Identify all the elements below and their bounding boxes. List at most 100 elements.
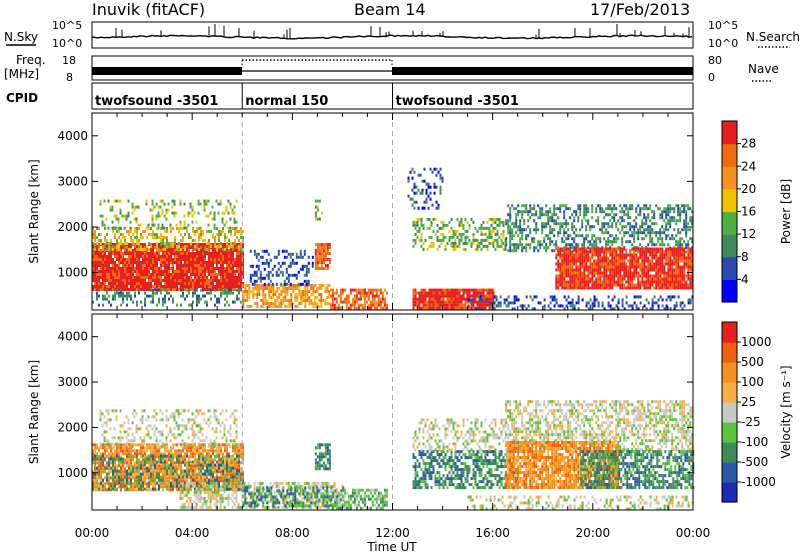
range-gate-cell bbox=[110, 246, 112, 249]
range-gate-cell bbox=[184, 252, 186, 255]
range-gate-cell bbox=[659, 216, 662, 220]
range-gate-cell bbox=[619, 247, 622, 251]
range-gate-cell bbox=[597, 204, 600, 208]
range-gate-cell bbox=[183, 220, 186, 224]
range-gate-cell bbox=[673, 247, 676, 251]
range-gate-cell bbox=[687, 228, 690, 232]
range-gate-cell bbox=[120, 473, 122, 477]
range-gate-cell bbox=[126, 242, 128, 245]
range-gate-cell bbox=[691, 262, 694, 266]
range-gate-cell bbox=[561, 256, 564, 260]
range-gate-cell bbox=[299, 249, 302, 253]
range-gate-cell bbox=[108, 276, 110, 279]
range-gate-cell bbox=[131, 202, 134, 206]
range-gate-cell bbox=[168, 273, 170, 276]
range-gate-cell bbox=[163, 214, 166, 218]
range-gate-cell bbox=[158, 297, 160, 301]
range-gate-cell bbox=[282, 290, 285, 293]
range-gate-cell bbox=[255, 252, 258, 256]
range-gate-cell bbox=[279, 264, 282, 268]
range-gate-cell bbox=[432, 303, 435, 307]
range-gate-cell bbox=[655, 247, 658, 251]
range-gate-cell bbox=[156, 245, 158, 248]
range-gate-cell bbox=[675, 259, 678, 263]
range-gate-cell bbox=[685, 231, 688, 235]
range-gate-cell bbox=[222, 270, 224, 273]
range-gate-cell bbox=[545, 249, 548, 253]
range-gate-cell bbox=[156, 264, 158, 267]
range-gate-cell bbox=[212, 243, 214, 246]
range-gate-cell bbox=[151, 217, 154, 221]
range-gate-cell bbox=[675, 247, 678, 251]
range-gate-cell bbox=[110, 267, 112, 270]
range-gate-cell bbox=[641, 231, 644, 235]
range-gate-cell bbox=[98, 303, 100, 307]
range-gate-cell bbox=[585, 277, 588, 281]
range-gate-cell bbox=[164, 255, 166, 258]
range-gate-cell bbox=[619, 283, 622, 287]
range-gate-cell bbox=[635, 247, 638, 251]
range-gate-cell bbox=[533, 240, 536, 244]
range-gate-cell bbox=[200, 230, 202, 233]
range-gate-cell bbox=[474, 306, 477, 310]
range-gate-cell bbox=[206, 261, 208, 264]
range-gate-cell bbox=[653, 277, 656, 281]
range-gate-cell bbox=[188, 236, 190, 239]
range-gate-cell bbox=[288, 305, 291, 308]
range-gate-cell bbox=[154, 258, 156, 261]
range-gate-cell bbox=[653, 216, 656, 220]
range-gate-cell bbox=[476, 241, 479, 245]
range-gate-cell bbox=[178, 264, 180, 267]
range-gate-cell bbox=[687, 301, 690, 305]
range-gate-cell bbox=[649, 265, 652, 269]
range-gate-cell bbox=[601, 250, 604, 254]
range-gate-cell bbox=[232, 291, 234, 295]
range-gate-cell bbox=[414, 226, 417, 230]
range-gate-cell bbox=[278, 296, 281, 299]
range-gate-cell bbox=[124, 449, 126, 453]
range-gate-cell bbox=[222, 267, 224, 270]
range-gate-cell bbox=[685, 280, 688, 284]
range-gate-cell bbox=[559, 256, 562, 260]
range-gate-cell bbox=[655, 280, 658, 284]
range-gate-cell bbox=[591, 277, 594, 281]
range-gate-cell bbox=[631, 280, 634, 284]
range-gate-cell bbox=[679, 277, 682, 281]
range-gate-cell bbox=[229, 226, 232, 230]
range-gate-cell bbox=[665, 259, 668, 263]
range-gate-cell bbox=[259, 279, 262, 283]
range-gate-cell bbox=[659, 243, 662, 247]
range-gate-cell bbox=[299, 252, 302, 256]
range-gate-cell bbox=[513, 298, 516, 302]
range-gate-cell bbox=[162, 248, 164, 251]
range-gate-cell bbox=[529, 210, 532, 214]
range-gate-cell bbox=[212, 288, 214, 291]
range-gate-cell bbox=[328, 302, 331, 305]
range-gate-cell bbox=[579, 283, 582, 287]
range-gate-cell bbox=[146, 258, 148, 261]
range-gate-cell bbox=[186, 270, 188, 273]
range-gate-cell bbox=[609, 262, 612, 266]
range-gate-cell bbox=[318, 299, 321, 302]
range-gate-cell bbox=[599, 207, 602, 211]
range-gate-cell bbox=[228, 291, 230, 295]
range-gate-cell bbox=[509, 225, 512, 229]
range-gate-cell bbox=[130, 282, 132, 285]
range-gate-cell bbox=[545, 246, 548, 250]
range-gate-cell bbox=[575, 262, 578, 266]
range-gate-cell bbox=[134, 279, 136, 282]
range-gate-cell bbox=[156, 285, 158, 288]
range-gate-cell bbox=[545, 222, 548, 226]
range-gate-cell bbox=[328, 296, 331, 299]
range-gate-cell bbox=[467, 298, 470, 302]
range-gate-cell bbox=[170, 267, 172, 270]
range-gate-cell bbox=[555, 277, 558, 281]
range-gate-cell bbox=[607, 213, 610, 217]
range-gate-cell bbox=[533, 237, 536, 241]
range-gate-cell bbox=[257, 264, 260, 268]
range-gate-cell bbox=[249, 279, 252, 283]
range-gate-cell bbox=[557, 216, 560, 220]
range-gate-cell bbox=[226, 285, 228, 288]
range-gate-cell bbox=[132, 300, 134, 304]
